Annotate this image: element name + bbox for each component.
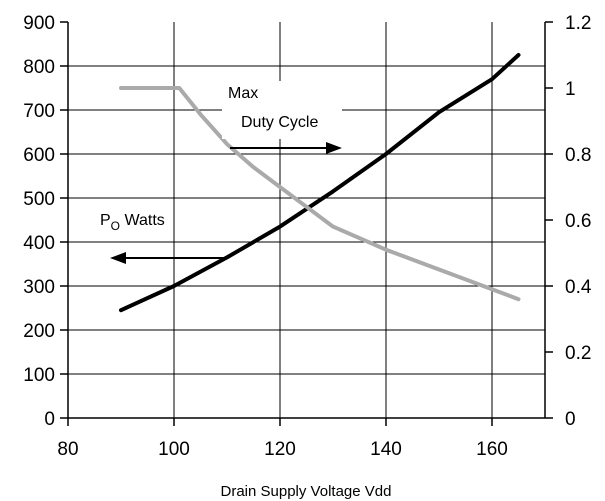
y-left-tick-label: 500 — [23, 189, 55, 210]
po-main: P — [100, 212, 111, 229]
annotation-background — [222, 81, 342, 139]
po-subscript: O — [111, 219, 120, 233]
annotation-po-watts: PO Watts — [100, 212, 165, 233]
x-tick-label: 160 — [476, 439, 508, 460]
y-left-tick-label: 200 — [23, 321, 55, 342]
y-right-tick-label: 0.8 — [565, 145, 591, 166]
po-arrow-head — [110, 252, 126, 264]
y-right-tick-label: 0.2 — [565, 343, 591, 364]
annotation-max: Max — [228, 85, 258, 102]
ticks: 0 100 200 300 400 500 600 700 800 900 0 0.2 0.4 0.6 0.… — [23, 13, 592, 460]
grid — [68, 22, 545, 418]
y-left-tick-label: 700 — [23, 101, 55, 122]
y-right-tick-label: 0.6 — [565, 211, 591, 232]
y-left-tick-label: 600 — [23, 145, 55, 166]
series-line-p-o-watts — [119, 53, 521, 313]
x-tick-label: 140 — [370, 439, 402, 460]
y-left-tick-label: 0 — [44, 409, 55, 430]
po-rest: Watts — [120, 212, 165, 229]
series-layer — [119, 53, 521, 313]
y-left-tick-label: 100 — [23, 365, 55, 386]
y-left-tick-label: 400 — [23, 233, 55, 254]
y-right-tick-label: 1.2 — [565, 13, 591, 34]
x-tick-label: 120 — [264, 439, 296, 460]
duty-cycle-arrow-head — [326, 142, 342, 154]
annotation-duty-cycle: Duty Cycle — [241, 114, 318, 131]
y-left-tick-label: 300 — [23, 277, 55, 298]
x-tick-label: 100 — [158, 439, 190, 460]
y-left-tick-label: 900 — [23, 13, 55, 34]
y-left-tick-label: 800 — [23, 57, 55, 78]
y-right-tick-label: 0.4 — [565, 277, 592, 298]
series-line-max-duty-cycle — [119, 86, 521, 302]
x-axis-label: Drain Supply Voltage Vdd — [221, 483, 392, 500]
y-right-tick-label: 1 — [565, 79, 576, 100]
y-right-tick-label: 0 — [565, 409, 576, 430]
x-tick-label: 80 — [57, 439, 78, 460]
